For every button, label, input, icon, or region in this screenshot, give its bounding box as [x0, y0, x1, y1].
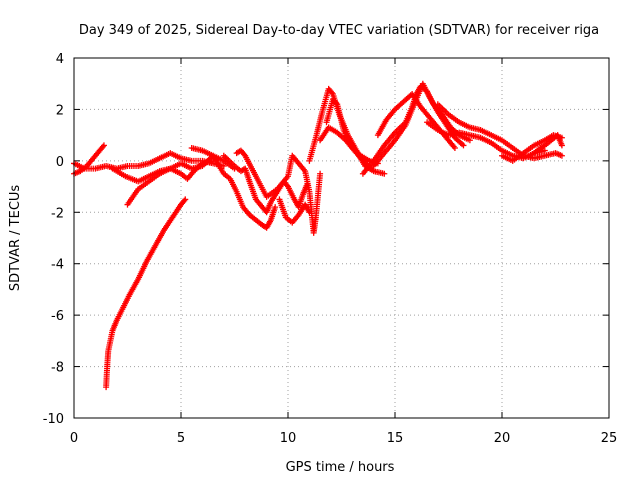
chart-title: Day 349 of 2025, Sidereal Day-to-day VTE… [79, 23, 599, 38]
x-tick-label: 5 [177, 431, 185, 446]
data-point [451, 145, 458, 151]
data-point [241, 151, 248, 158]
plot-frame [73, 57, 610, 419]
y-tick-label: -4 [51, 258, 64, 273]
y-tick-label: -6 [51, 309, 64, 324]
data-point [558, 152, 565, 159]
y-axis-label: SDTVAR / TECUs [8, 185, 23, 292]
data-point [466, 137, 473, 144]
y-tick-label: 0 [56, 155, 64, 170]
x-tick-label: 0 [70, 431, 78, 446]
x-tick-label: 10 [280, 431, 297, 446]
data-point [272, 204, 279, 211]
x-tick-label: 25 [601, 431, 618, 446]
x-axis-label: GPS time / hours [286, 460, 395, 475]
data-point [182, 196, 189, 203]
grid [74, 58, 609, 418]
data-point [181, 197, 188, 204]
data-point [558, 142, 565, 149]
data-point [99, 143, 106, 150]
axis-ticks: 0 5 10 15 20 25 -10 -8 -6 -4 -2 0 2 4 [43, 52, 618, 446]
x-tick-label: 15 [387, 431, 404, 446]
data-point [328, 89, 335, 96]
data-point [283, 182, 290, 189]
y-tick-label: -2 [51, 206, 64, 221]
data-point [100, 142, 107, 149]
y-tick-label: 2 [56, 103, 64, 118]
data-point [381, 170, 388, 177]
y-tick-label: -8 [51, 361, 64, 376]
data-points [71, 80, 565, 391]
y-tick-label: -10 [43, 412, 64, 427]
data-point [306, 209, 313, 216]
data-point [541, 147, 548, 154]
x-tick-label: 20 [494, 431, 511, 446]
data-point [333, 100, 340, 106]
data-point [317, 170, 324, 177]
data-point [460, 142, 467, 149]
y-tick-label: 4 [56, 52, 64, 67]
